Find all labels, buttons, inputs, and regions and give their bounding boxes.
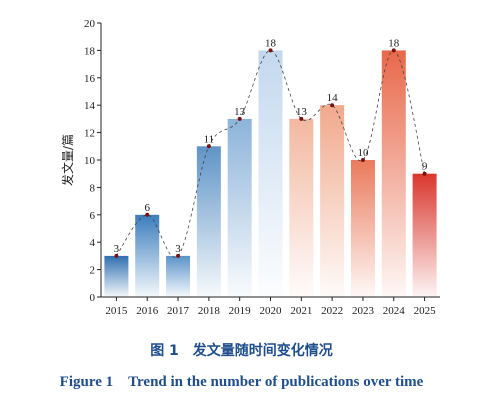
bar-2023 <box>350 160 375 297</box>
y-tick-label-8: 8 <box>90 182 96 194</box>
data-label-2024: 18 <box>388 37 400 49</box>
bar-2015 <box>104 255 129 297</box>
point-2024 <box>391 48 396 53</box>
point-2021 <box>299 116 304 121</box>
bar-2021 <box>289 118 314 298</box>
x-tick-label-2022: 2022 <box>321 305 343 317</box>
bar-2019 <box>227 118 252 298</box>
point-2016 <box>145 212 150 217</box>
bar-2017 <box>166 255 191 297</box>
y-tick-label-20: 20 <box>84 18 96 30</box>
y-tick-label-0: 0 <box>90 292 96 304</box>
y-tick-label-16: 16 <box>84 73 96 85</box>
y-tick-label-4: 4 <box>90 237 96 249</box>
bar-2020 <box>258 50 283 298</box>
point-2023 <box>360 158 365 162</box>
bar-2022 <box>320 105 345 297</box>
x-tick-label-2025: 2025 <box>414 305 437 317</box>
data-label-2015: 3 <box>114 243 120 255</box>
x-tick-label-2021: 2021 <box>290 305 312 317</box>
points-layer <box>114 48 427 258</box>
y-tick-label-18: 18 <box>84 45 96 57</box>
bars-layer <box>104 50 437 298</box>
y-tick-label-12: 12 <box>84 128 95 140</box>
point-2020 <box>268 48 273 53</box>
data-label-2016: 6 <box>144 202 150 214</box>
point-2022 <box>330 103 335 108</box>
bar-2025 <box>412 173 437 297</box>
x-tick-label-2019: 2019 <box>229 305 252 317</box>
x-tick-label-2018: 2018 <box>198 305 221 317</box>
data-label-2022: 14 <box>327 92 339 104</box>
axes-layer: 0 2 4 6 8 10 12 14 16 18 20 2015 2016 2017 2018 2019 202… <box>84 18 440 317</box>
y-tick-label-6: 6 <box>90 210 96 222</box>
point-2019 <box>237 116 242 121</box>
data-label-2020: 18 <box>265 37 277 49</box>
bar-chart: 3 6 3 11 13 18 13 14 10 18 9 0 2 4 6 8 10 12 14 16 18 20 2015… <box>60 18 440 317</box>
x-tick-label-2016: 2016 <box>136 305 159 317</box>
point-2018 <box>206 144 211 149</box>
y-axis-label: 发文量/篇 <box>60 134 75 186</box>
point-2025 <box>422 171 427 176</box>
data-label-2018: 11 <box>204 133 215 145</box>
point-2015 <box>114 253 119 258</box>
x-tick-label-2015: 2015 <box>105 305 128 317</box>
bar-2024 <box>381 50 406 298</box>
x-tick-label-2024: 2024 <box>383 305 406 317</box>
bar-2018 <box>196 146 221 297</box>
x-tick-label-2017: 2017 <box>167 305 190 317</box>
y-tick-label-2: 2 <box>90 265 96 277</box>
data-label-2021: 13 <box>296 106 308 118</box>
data-label-2017: 3 <box>175 243 181 255</box>
y-tick-label-14: 14 <box>84 100 96 112</box>
x-tick-label-2023: 2023 <box>352 305 375 317</box>
figure-caption-chinese: 图 1 发文量随时间变化情况 <box>150 343 333 359</box>
data-label-2023: 10 <box>357 147 369 159</box>
data-label-2025: 9 <box>422 161 428 173</box>
bar-2016 <box>135 214 160 297</box>
figure-caption-english: Figure 1 Trend in the number of publicat… <box>59 374 424 390</box>
point-2017 <box>176 253 181 258</box>
data-labels-layer: 3 6 3 11 13 18 13 14 10 18 9 <box>114 37 428 255</box>
y-tick-label-10: 10 <box>84 155 96 167</box>
trend-line <box>116 49 425 258</box>
data-label-2019: 13 <box>234 106 246 118</box>
x-tick-label-2020: 2020 <box>260 305 283 317</box>
